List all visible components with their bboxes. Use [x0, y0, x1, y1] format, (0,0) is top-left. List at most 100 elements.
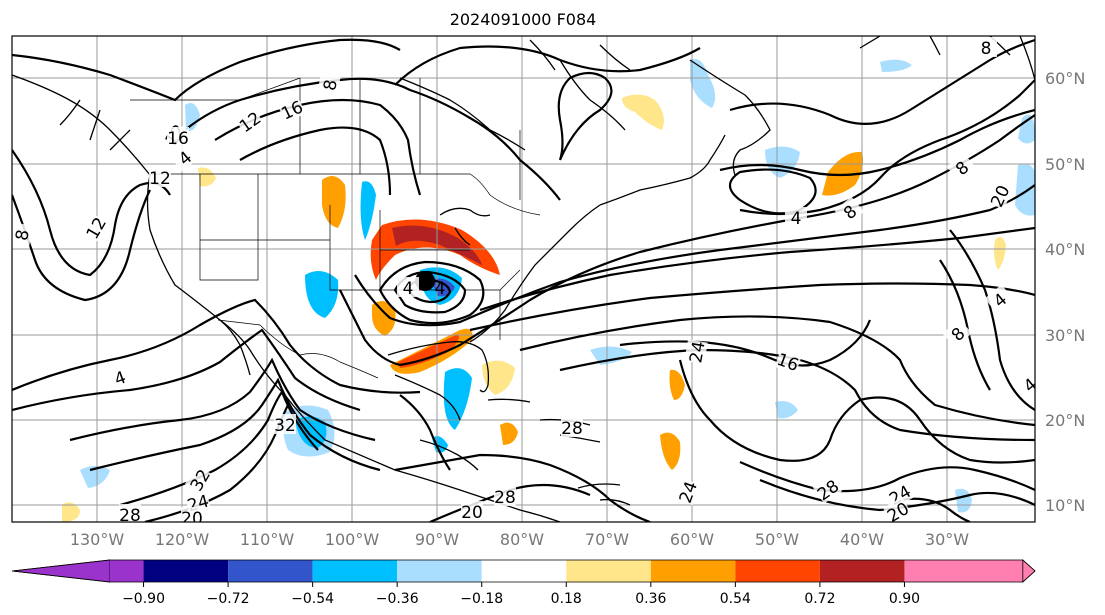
lon-tick-label: 100°W — [325, 530, 380, 549]
colorbar: −0.90 −0.72 −0.54 −0.36 −0.18 0.18 0.36 0.54 0.7… — [11, 559, 1036, 607]
political-borders — [130, 77, 541, 379]
lon-tick-label: 90°W — [415, 530, 459, 549]
colorbar-tick-label: −0.36 — [376, 591, 419, 607]
map-panel: 4 81216841281241612208488162428242028322… — [12, 36, 1035, 529]
contour-value-label: 16 — [167, 129, 189, 149]
lat-tick-label: 40°N — [1045, 240, 1085, 259]
latitude-ticks: 60°N 50°N 40°N 30°N 20°N 10°N — [1045, 69, 1085, 515]
colorbar-tick-label: 0.54 — [720, 591, 751, 607]
contour-label-bg — [884, 479, 915, 509]
lon-tick-label: 80°W — [500, 530, 544, 549]
contour-value-label: 28 — [494, 488, 516, 508]
warm-patch-tropics-2 — [669, 369, 685, 400]
contour-label-bg — [119, 504, 141, 522]
contour-label-bg — [397, 277, 419, 297]
contour-label-bg — [785, 207, 807, 227]
contour-label-bg — [181, 507, 203, 522]
contour-label-bg — [882, 496, 913, 522]
contour-value-label: 28 — [561, 419, 583, 439]
colorbar-segment — [735, 560, 820, 582]
contour-value-label: 4 — [403, 279, 414, 299]
contour-label-bg — [774, 347, 803, 375]
contour-value-label: 24 — [686, 340, 709, 365]
cool-patch-bahamas — [590, 346, 632, 365]
contour-label-bg — [942, 318, 973, 349]
warm-patch-caribbean — [482, 360, 515, 395]
colorbar-segment — [481, 560, 567, 582]
colorbar-segment — [904, 560, 1023, 582]
contour-label-bg — [494, 486, 516, 506]
cool-patch-east-atlantic-2 — [1018, 114, 1035, 144]
lat-tick-label: 50°N — [1045, 155, 1085, 174]
coastlines — [12, 36, 1035, 522]
colorbar-segment — [109, 560, 144, 582]
contour-label-bg — [975, 37, 997, 57]
contour-value-label: 20 — [884, 499, 913, 527]
colorbar-tick-label: −0.18 — [460, 591, 503, 607]
warm-patch-atlantic-40n — [994, 236, 1006, 270]
contour-label-bg — [234, 106, 265, 136]
warm-patch-tropics-1 — [660, 432, 681, 470]
contour-label-bg — [274, 414, 296, 434]
colorbar-segment — [819, 560, 905, 582]
lon-tick-label: 130°W — [70, 530, 125, 549]
colorbar-tick-label: 0.90 — [889, 591, 920, 607]
contour-label-bg — [812, 474, 843, 504]
contour-label-bg — [673, 477, 701, 506]
lat-tick-label: 20°N — [1045, 411, 1085, 430]
map-title: 2024091000 F084 — [450, 10, 597, 29]
colorbar-tick-label: −0.72 — [207, 591, 250, 607]
warm-patch-atlantic-50n — [822, 151, 864, 196]
warm-patch-bc — [198, 167, 216, 187]
contour-label-bg — [946, 152, 977, 182]
lat-tick-label: 10°N — [1045, 496, 1085, 515]
cool-patch-hudson — [690, 59, 716, 108]
contour-label-bg — [561, 417, 583, 437]
contour-label-bg — [167, 127, 189, 147]
shaded-field — [62, 59, 1035, 522]
contour-label-bg — [149, 167, 171, 187]
contour-label-bg — [105, 363, 134, 391]
warm-band-great-lakes-core — [392, 225, 482, 265]
cool-patch-tropics — [775, 401, 798, 419]
warm-patch-gulf-mx — [500, 422, 518, 445]
cool-patch-greenland — [880, 59, 912, 72]
contour-label-bg — [985, 181, 1013, 210]
cool-patch-pacific-sw — [80, 466, 110, 488]
contour-label-bg — [684, 339, 708, 365]
lon-tick-label: 60°W — [670, 530, 714, 549]
contour-label-bg — [184, 464, 214, 495]
warm-patch-texas — [372, 301, 396, 336]
colorbar-segment — [143, 560, 229, 582]
contour-value-label: 32 — [274, 416, 296, 436]
contour-value-label: 12 — [149, 169, 171, 189]
longitude-ticks: 130°W 120°W 110°W 100°W 90°W 80°W 70°W 60°W 50°W… — [70, 530, 969, 549]
map-background — [12, 36, 1035, 522]
contour-label-bg — [80, 212, 110, 243]
contour-value-label: 20 — [181, 509, 203, 529]
lon-tick-label: 120°W — [155, 530, 210, 549]
contour-value-label: 4 — [791, 209, 802, 229]
contour-value-label: 8 — [981, 39, 992, 59]
contour-label-bg — [461, 501, 483, 521]
contour-label-bg — [834, 196, 865, 226]
colorbar-segment — [650, 560, 736, 582]
colorbar-segment — [397, 560, 482, 582]
contour-value-label: 8 — [12, 228, 34, 242]
colorbar-under-triangle — [11, 559, 111, 583]
contour-label-bg — [169, 142, 200, 172]
cool-patch-east-atlantic — [1015, 163, 1035, 216]
contour-label-bg — [1014, 369, 1035, 399]
colorbar-segment — [228, 560, 313, 582]
colorbar-over-triangle — [1022, 559, 1036, 583]
lon-tick-label: 50°W — [755, 530, 799, 549]
cyclone-center-marker — [415, 271, 435, 291]
map-frame — [11, 35, 1036, 523]
colorbar-tick-label: 0.36 — [635, 591, 666, 607]
cool-patch-alaska — [185, 102, 200, 131]
contour-label-bg — [12, 222, 33, 248]
warm-patch-labrador — [622, 94, 664, 130]
colorbar-segment — [312, 560, 398, 582]
colorbar-segment — [566, 560, 651, 582]
